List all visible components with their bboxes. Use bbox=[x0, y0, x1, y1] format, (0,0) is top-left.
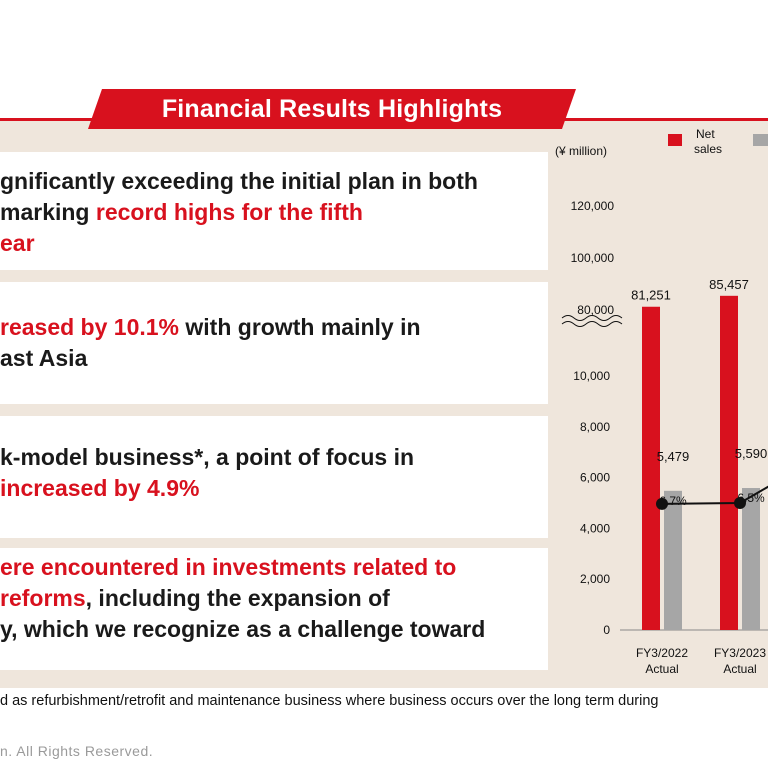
y-tick-label: 8,000 bbox=[580, 420, 610, 434]
axis-break-mark bbox=[561, 321, 623, 327]
highlight-card: reased by 10.1% with growth mainly in ast… bbox=[0, 282, 548, 404]
highlight-line: ear bbox=[0, 228, 35, 259]
x-tick-label: FY3/2023 bbox=[714, 646, 766, 660]
y-tick-label: 120,000 bbox=[571, 199, 615, 213]
legend-swatch-net-sales bbox=[668, 134, 682, 146]
highlight-line: increased by 4.9% bbox=[0, 473, 199, 504]
legend-label-net-sales: Net bbox=[696, 127, 715, 141]
highlight-line: k-model business*, a point of focus in bbox=[0, 442, 414, 473]
highlight-line: marking record highs for the fifth bbox=[0, 197, 363, 228]
x-tick-label: Actual bbox=[723, 662, 756, 676]
highlight-card: k-model business*, a point of focus in i… bbox=[0, 416, 548, 538]
highlight-line: ere encountered in investments related t… bbox=[0, 552, 456, 583]
highlight-text: k-model business*, a point of focus in bbox=[0, 444, 415, 470]
bar-net-sales bbox=[642, 306, 660, 630]
title-banner: Financial Results Highlights bbox=[88, 89, 576, 129]
y-tick-label: 100,000 bbox=[571, 251, 615, 265]
highlight-line: gnificantly exceeding the initial plan i… bbox=[0, 166, 478, 197]
highlight-card: ere encountered in investments related t… bbox=[0, 548, 548, 670]
highlight-text: , including the expansion of bbox=[85, 585, 390, 611]
bar-operating-income bbox=[664, 490, 682, 630]
highlight-emphasis: ere encountered in investments related t… bbox=[0, 554, 457, 580]
highlight-text: marking bbox=[0, 199, 96, 225]
footnote: d as refurbishment/retrofit and maintena… bbox=[0, 693, 659, 709]
y-tick-label: 0 bbox=[603, 623, 610, 637]
highlight-card: gnificantly exceeding the initial plan i… bbox=[0, 152, 548, 270]
x-tick-label: Actual bbox=[645, 662, 678, 676]
highlight-emphasis: increased by 4.9% bbox=[0, 475, 200, 501]
highlight-text: gnificantly exceeding the initial plan i… bbox=[0, 168, 478, 194]
y-tick-label: 80,000 bbox=[577, 303, 614, 317]
bar-operating-income bbox=[742, 488, 760, 630]
highlight-text: y, which we recognize as a challenge tow… bbox=[0, 616, 486, 642]
highlight-line: ast Asia bbox=[0, 343, 87, 374]
bar-label-net-sales: 85,457 bbox=[709, 277, 749, 292]
highlight-text: with growth mainly in bbox=[179, 314, 421, 340]
axis-break-mark bbox=[561, 315, 623, 321]
highlight-line: reforms, including the expansion of bbox=[0, 583, 390, 614]
highlight-line: y, which we recognize as a challenge tow… bbox=[0, 614, 485, 645]
copyright: n. All Rights Reserved. bbox=[0, 743, 154, 759]
bar-net-sales bbox=[720, 295, 738, 630]
page-title: Financial Results Highlights bbox=[161, 95, 503, 123]
highlight-emphasis: reased by 10.1% bbox=[0, 314, 180, 340]
highlight-text: ast Asia bbox=[0, 345, 88, 371]
margin-point bbox=[656, 497, 668, 510]
highlight-emphasis: record highs for the fifth bbox=[95, 199, 363, 225]
x-tick-label: FY3/2022 bbox=[636, 646, 688, 660]
y-tick-label: 2,000 bbox=[580, 572, 610, 586]
bar-label-operating-income: 5,479 bbox=[657, 449, 690, 464]
y-tick-label: 4,000 bbox=[580, 521, 610, 535]
bar-label-net-sales: 81,251 bbox=[631, 288, 671, 303]
legend-label-net-sales: sales bbox=[694, 142, 722, 156]
legend-swatch-operating-income bbox=[753, 134, 768, 146]
highlight-emphasis: reforms bbox=[0, 585, 86, 611]
highlight-line: reased by 10.1% with growth mainly in bbox=[0, 312, 421, 343]
y-tick-label: 6,000 bbox=[580, 471, 610, 485]
bar-label-operating-income: 5,590 bbox=[735, 446, 768, 461]
margin-point bbox=[734, 497, 746, 510]
unit-label: (¥ million) bbox=[555, 144, 607, 158]
title-banner-shape bbox=[88, 89, 576, 129]
highlight-emphasis: ear bbox=[0, 230, 35, 256]
y-tick-label: 10,000 bbox=[573, 369, 610, 383]
